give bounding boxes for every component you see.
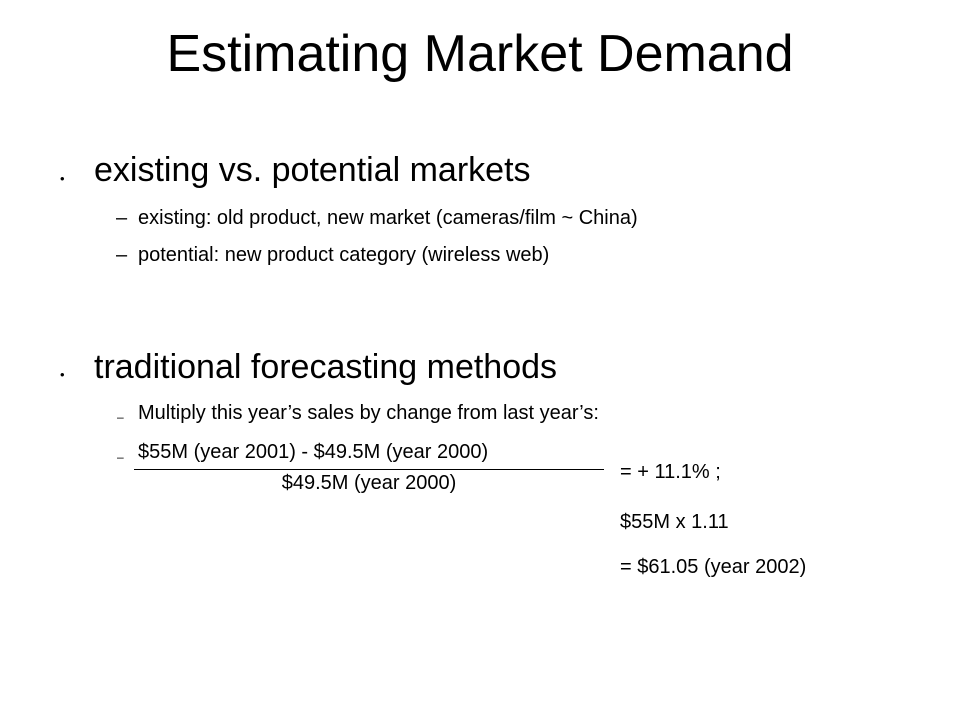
bullet-heading: existing vs. potential markets [94, 151, 531, 189]
calculation-multiply: $55M x 1.11 [620, 511, 729, 533]
sub-bullet-dash: – [116, 207, 128, 229]
fraction-bar [134, 469, 604, 470]
calculation-forecast: = $61.05 (year 2002) [620, 556, 807, 578]
slide-title: Estimating Market Demand [166, 25, 794, 83]
sub-bullet-text: existing: old product, new market (camer… [138, 207, 638, 229]
growth-fraction: $55M (year 2001) - $49.5M (year 2000) $4… [134, 440, 604, 495]
sub-bullet-text: potential: new product category (wireles… [138, 244, 550, 266]
bullet-dot: • [60, 367, 65, 382]
sub-bullet-dash: – [117, 410, 124, 424]
bullet-heading: traditional forecasting methods [94, 348, 558, 386]
sub-bullet-text: Multiply this year’s sales by change fro… [138, 402, 599, 424]
calculation-result-percent: = + 11.1% ; [620, 461, 721, 483]
fraction-numerator: $55M (year 2001) - $49.5M (year 2000) [138, 441, 489, 463]
bullet-dot: • [60, 171, 65, 186]
sub-bullet-dash: – [116, 244, 128, 266]
sub-bullet-dash: – [117, 450, 124, 464]
fraction-denominator: $49.5M (year 2000) [281, 472, 457, 494]
